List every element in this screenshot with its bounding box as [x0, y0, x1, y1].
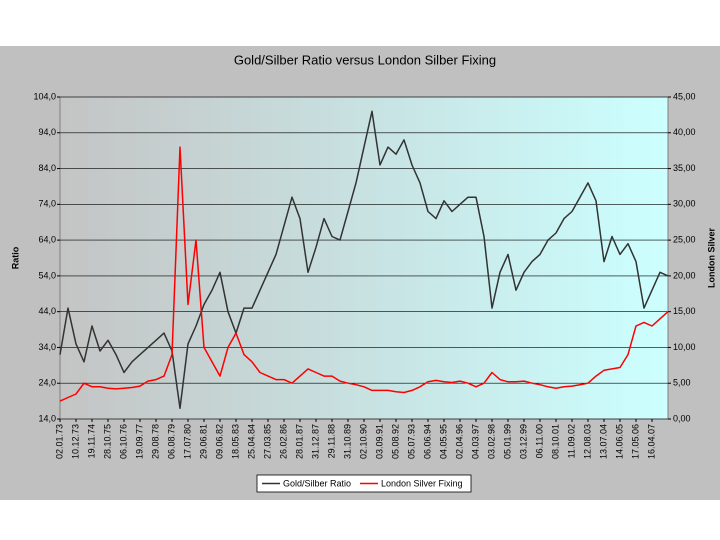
y2-axis-title: London Silver: [706, 228, 716, 289]
x-tick-label: 17.05.06: [630, 424, 640, 459]
x-tick-label: 10.12.73: [70, 424, 80, 459]
x-tick-label: 06.06.94: [422, 424, 432, 459]
y-tick-label: 44,0: [38, 306, 56, 316]
y-axis-title: Ratio: [10, 246, 20, 269]
chart-title: Gold/Silber Ratio versus London Silber F…: [234, 52, 496, 67]
y-tick-label: 34,0: [38, 342, 56, 352]
y2-tick-label: 10,00: [673, 342, 696, 352]
y-tick-label: 64,0: [38, 234, 56, 244]
x-tick-label: 28.10.75: [102, 424, 112, 459]
x-tick-label: 02.04.96: [454, 424, 464, 459]
x-tick-label: 11.09.02: [566, 424, 576, 458]
y2-tick-label: 30,00: [673, 199, 696, 209]
x-tick-label: 16.04.07: [646, 424, 656, 459]
plot-area: [59, 96, 669, 420]
y-tick-label: 14,0: [38, 413, 56, 423]
x-tick-label: 03.12.99: [518, 424, 528, 459]
y2-tick-label: 20,00: [673, 270, 696, 280]
y2-tick-label: 45,00: [673, 91, 696, 101]
x-tick-label: 29.08.78: [150, 424, 160, 459]
x-tick-label: 19.09.77: [134, 424, 144, 459]
x-tick-label: 08.10.01: [550, 424, 560, 459]
x-tick-label: 02.01.73: [54, 424, 64, 459]
x-tick-label: 25.04.84: [246, 424, 256, 459]
x-tick-label: 09.06.82: [214, 424, 224, 459]
x-tick-label: 05.08.92: [390, 424, 400, 459]
x-tick-label: 14.06.05: [614, 424, 624, 459]
x-tick-label: 12.08.03: [582, 424, 592, 459]
x-tick-label: 06.10.76: [118, 424, 128, 459]
x-tick-label: 29.06.81: [198, 424, 208, 459]
y-tick-label: 24,0: [38, 378, 56, 388]
legend-label: Gold/Silber Ratio: [283, 478, 351, 488]
x-tick-label: 19.11.74: [86, 424, 96, 458]
y2-tick-label: 25,00: [673, 234, 696, 244]
x-tick-label: 31.10.89: [342, 424, 352, 459]
x-tick-label: 17.07.80: [182, 424, 192, 459]
x-tick-label: 29.11.88: [326, 424, 336, 458]
x-tick-label: 04.05.95: [438, 424, 448, 459]
x-tick-label: 04.03.97: [470, 424, 480, 459]
x-tick-label: 28.01.87: [294, 424, 304, 459]
x-tick-label: 13.07.04: [598, 424, 608, 459]
x-tick-label: 06.08.79: [166, 424, 176, 459]
series-line: [59, 146, 669, 402]
series-line: [59, 110, 669, 410]
y2-tick-label: 5,00: [673, 378, 691, 388]
y2-tick-label: 40,00: [673, 127, 696, 137]
y2-tick-label: 15,00: [673, 306, 696, 316]
y-tick-label: 94,0: [38, 127, 56, 137]
x-tick-label: 27.03.85: [262, 424, 272, 459]
legend-label: London Silver Fixing: [381, 478, 463, 488]
x-tick-label: 05.01.99: [502, 424, 512, 459]
y-tick-label: 74,0: [38, 199, 56, 209]
x-tick-label: 18.05.83: [230, 424, 240, 459]
y2-tick-label: 0,00: [673, 413, 691, 423]
y-tick-label: 84,0: [38, 163, 56, 173]
y-tick-label: 104,0: [33, 91, 56, 101]
y-tick-label: 54,0: [38, 270, 56, 280]
x-tick-label: 26.02.86: [278, 424, 288, 459]
x-tick-label: 05.07.93: [406, 424, 416, 459]
x-tick-label: 06.11.00: [534, 424, 544, 458]
x-tick-label: 03.09.91: [374, 424, 384, 459]
x-tick-label: 03.02.98: [486, 424, 496, 459]
y2-tick-label: 35,00: [673, 163, 696, 173]
x-tick-label: 31.12.87: [310, 424, 320, 459]
x-tick-label: 02.10.90: [358, 424, 368, 459]
